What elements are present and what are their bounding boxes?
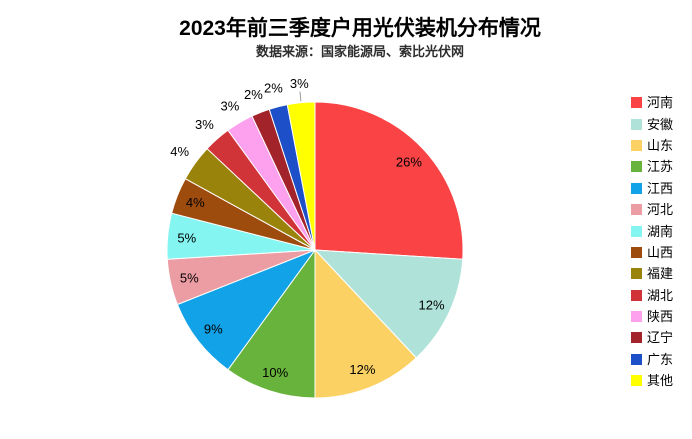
- legend-item-1: 安徽: [631, 113, 673, 134]
- pie-slice-2: [314, 249, 417, 399]
- legend-swatch: [631, 225, 642, 237]
- pie-slice-0: [314, 101, 464, 260]
- legend-item-6: 湖南: [631, 220, 673, 241]
- legend-label: 山东: [647, 137, 674, 153]
- slice-label-10: 3%: [221, 99, 240, 114]
- legend-item-3: 江苏: [631, 156, 673, 177]
- legend-item-9: 湖北: [631, 285, 673, 306]
- legend-swatch: [631, 332, 642, 344]
- legend-label: 福建: [647, 266, 674, 282]
- slice-label-4: 9%: [204, 321, 223, 336]
- legend-item-4: 江西: [631, 178, 673, 199]
- legend-label: 湖北: [647, 287, 674, 303]
- legend-item-8: 福建: [631, 263, 673, 284]
- chart-title: 2023年前三季度户用光伏装机分布情况: [179, 17, 541, 40]
- legend-label: 湖南: [647, 223, 674, 239]
- legend-label: 广东: [647, 351, 674, 367]
- legend-item-12: 广东: [631, 349, 673, 370]
- legend-swatch: [631, 161, 642, 173]
- legend-swatch: [631, 268, 642, 280]
- legend-swatch: [631, 97, 642, 109]
- legend-swatch: [631, 118, 642, 130]
- label-leader-line: [299, 91, 302, 102]
- legend-label: 陕西: [647, 309, 674, 325]
- slice-label-6: 5%: [177, 230, 196, 245]
- pie-slice-3: [227, 249, 316, 399]
- legend-item-11: 辽宁: [631, 327, 673, 348]
- slice-label-3: 10%: [262, 365, 288, 380]
- legend-swatch: [631, 139, 642, 151]
- legend-item-13: 其他: [631, 370, 673, 391]
- slice-label-0: 26%: [396, 154, 422, 169]
- slice-label-8: 4%: [170, 144, 189, 159]
- legend-item-2: 山东: [631, 135, 673, 156]
- legend-item-0: 河南: [631, 92, 673, 113]
- legend-item-10: 陕西: [631, 306, 673, 327]
- slice-label-13: 3%: [290, 76, 309, 91]
- pie-slice-13: [286, 101, 316, 251]
- legend-item-7: 山西: [631, 242, 673, 263]
- pie-slice-1: [314, 249, 464, 359]
- legend-swatch: [631, 204, 642, 216]
- legend-label: 河北: [647, 202, 674, 218]
- legend-label: 江西: [647, 180, 674, 196]
- slice-label-2: 12%: [349, 362, 375, 377]
- slice-label-11: 2%: [244, 87, 263, 102]
- slice-label-1: 12%: [418, 297, 444, 312]
- legend-swatch: [631, 311, 642, 323]
- legend-label: 辽宁: [647, 330, 674, 346]
- slice-label-12: 2%: [264, 81, 283, 96]
- legend-swatch: [631, 353, 642, 365]
- legend-label: 江苏: [647, 159, 674, 175]
- slice-label-7: 4%: [186, 195, 205, 210]
- pie-slice-4: [176, 249, 316, 371]
- slice-label-9: 3%: [195, 117, 214, 132]
- legend-item-5: 河北: [631, 199, 673, 220]
- legend-swatch: [631, 246, 642, 258]
- slice-label-5: 5%: [180, 271, 199, 286]
- chart-subtitle: 数据来源：国家能源局、索比光伏网: [255, 44, 464, 59]
- chart-legend: 河南安徽山东江苏江西河北湖南山西福建湖北陕西辽宁广东其他: [631, 92, 673, 391]
- legend-label: 安徽: [647, 116, 674, 132]
- legend-label: 山西: [647, 244, 674, 260]
- legend-swatch: [631, 375, 642, 387]
- legend-swatch: [631, 182, 642, 194]
- legend-swatch: [631, 289, 642, 301]
- legend-label: 其他: [647, 373, 674, 389]
- legend-label: 河南: [647, 95, 674, 111]
